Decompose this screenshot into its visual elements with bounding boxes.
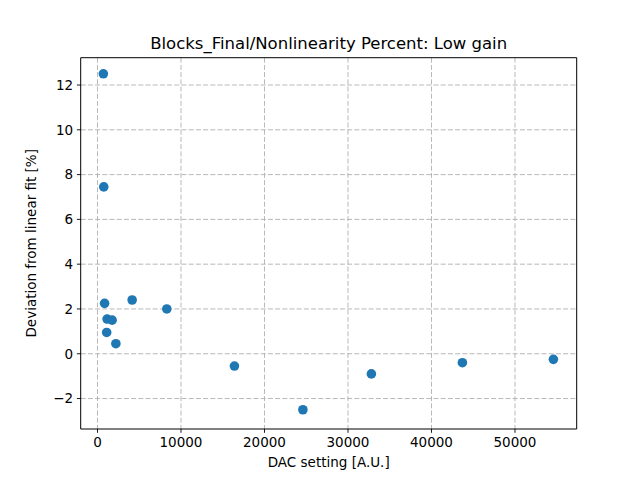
y-tick-label: 12 <box>56 77 73 93</box>
data-point <box>367 369 377 379</box>
y-tick-label: 4 <box>65 256 74 272</box>
data-point <box>99 182 109 192</box>
data-point <box>111 339 121 349</box>
x-tick-label: 20000 <box>243 434 286 450</box>
x-tick-label: 0 <box>93 434 102 450</box>
y-axis-label: Deviation from linear fit [%] <box>23 149 39 337</box>
axes-spines <box>81 58 577 429</box>
scatter-points-layer <box>99 69 559 415</box>
chart-title: Blocks_Final/Nonlinearity Percent: Low g… <box>150 34 507 54</box>
data-point <box>100 299 110 309</box>
x-tick-label: 40000 <box>410 434 453 450</box>
x-axis-label: DAC setting [A.U.] <box>268 454 390 470</box>
y-tick-label: 6 <box>65 211 74 227</box>
data-point <box>127 295 137 305</box>
tick-label-layer: 0 10000 20000 30000 40000 50000 −2 0 2 4 6 8 10 12 <box>53 77 536 450</box>
x-tick-label: 30000 <box>327 434 370 450</box>
grid-layer <box>81 58 577 429</box>
y-tick-label: 8 <box>65 166 74 182</box>
data-point <box>107 315 117 325</box>
data-point <box>230 361 240 371</box>
data-point <box>162 304 172 314</box>
y-tick-label: 2 <box>65 301 74 317</box>
y-tick-label: 10 <box>56 122 73 138</box>
x-tick-label: 10000 <box>160 434 203 450</box>
x-tick-label: 50000 <box>494 434 537 450</box>
data-point <box>298 405 308 415</box>
y-tick-label: −2 <box>53 390 73 406</box>
data-point <box>99 69 109 79</box>
figure: 0 10000 20000 30000 40000 50000 −2 0 2 4 6 8 10 12 Bl… <box>0 0 640 480</box>
axes-layer <box>77 58 577 433</box>
scatter-chart: 0 10000 20000 30000 40000 50000 −2 0 2 4 6 8 10 12 Bl… <box>0 0 640 480</box>
data-point <box>102 328 112 338</box>
data-point <box>549 355 559 365</box>
y-tick-label: 0 <box>65 346 74 362</box>
data-point <box>458 358 468 368</box>
